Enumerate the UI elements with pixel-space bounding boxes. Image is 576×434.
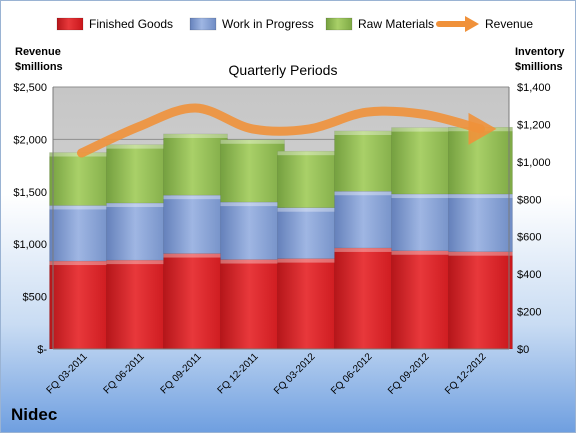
bar-segment [163, 253, 228, 350]
bar-segment [277, 207, 342, 259]
right-tick-label: $0 [517, 344, 529, 356]
bar-segment [277, 258, 342, 350]
legend-label: Raw Materials [358, 17, 434, 31]
bar-segment-highlight [277, 258, 342, 263]
bar-segment-highlight [163, 253, 228, 258]
legend-swatch [325, 17, 353, 31]
bar-segment-highlight [220, 139, 285, 144]
bar-segment-highlight [391, 194, 456, 199]
bar-segment-highlight [163, 133, 228, 138]
bar-segment [391, 193, 456, 251]
right-tick-label: $800 [517, 194, 541, 206]
left-tick-label: $1,500 [13, 187, 47, 199]
bar-segment [334, 247, 399, 350]
bar-segment [334, 130, 399, 192]
right-tick-label: $1,400 [517, 82, 551, 94]
bar-segment-highlight [448, 194, 513, 199]
bar-segment-highlight [49, 205, 114, 210]
bar-segment [334, 190, 399, 249]
x-tick-label: FQ 06-2011 [102, 351, 147, 396]
x-tick-label: FQ 03-2011 [45, 351, 90, 396]
bar-segment [220, 259, 285, 350]
bar-segment-highlight [163, 195, 228, 200]
right-tick-label: $600 [517, 232, 541, 244]
right-tick-label: $1,200 [517, 119, 551, 131]
bar-segment [106, 144, 171, 204]
revenue-line-arrowhead [468, 112, 497, 145]
legend-swatch-revenue-arrow [465, 16, 479, 32]
x-tick-label: FQ 06-2012 [329, 351, 375, 397]
right-tick-label: $400 [517, 269, 541, 281]
x-tick-label: FQ 12-2011 [216, 351, 261, 396]
company-name: Nidec [11, 405, 58, 424]
bar-segment-highlight [334, 191, 399, 196]
bar-segment [49, 205, 114, 262]
revenue-line [77, 103, 485, 158]
bar-segment-highlight [49, 261, 114, 266]
bar-segment [391, 127, 456, 195]
bar-segment-highlight [220, 259, 285, 264]
left-axis-title-line2: $millions [15, 61, 63, 73]
bar-segment [163, 133, 228, 196]
bar-segment-highlight [391, 250, 456, 255]
left-tick-label: $- [37, 344, 47, 356]
bar-segment-highlight [106, 260, 171, 265]
bar-segment-highlight [277, 207, 342, 212]
left-tick-label: $2,500 [13, 82, 47, 94]
x-tick-label: FQ 03-2012 [272, 351, 318, 397]
legend-swatch [189, 17, 217, 31]
bar-segment-highlight [106, 203, 171, 208]
bar-segment [106, 202, 171, 261]
bar-segment [448, 126, 513, 195]
right-tick-label: $1,000 [517, 157, 551, 169]
bar-segment-highlight [334, 130, 399, 135]
right-axis-title-line1: Inventory [515, 46, 565, 58]
legend-label: Finished Goods [89, 17, 173, 31]
left-tick-label: $2,000 [13, 134, 47, 146]
bar-segment-highlight [448, 251, 513, 256]
legend-label: Work in Progress [222, 17, 314, 31]
bar-segment-highlight [277, 151, 342, 156]
x-tick-label: FQ 09-2012 [386, 351, 432, 397]
bar-segment-highlight [334, 247, 399, 252]
bar-segment [448, 251, 513, 350]
legend-swatch [56, 17, 84, 31]
left-axis-title-line1: Revenue [15, 46, 61, 58]
legend-label: Revenue [485, 17, 533, 31]
bar-segment [448, 193, 513, 252]
bar-segment [163, 194, 228, 254]
bar-segment-highlight [391, 127, 456, 132]
bar-segment [277, 150, 342, 208]
left-tick-label: $500 [23, 292, 47, 304]
right-tick-label: $200 [517, 307, 541, 319]
chart-title: Quarterly Periods [229, 62, 338, 78]
bar-segment [391, 250, 456, 350]
x-tick-label: FQ 09-2011 [159, 351, 204, 396]
right-axis-title-line2: $millions [515, 61, 563, 73]
x-tick-label: FQ 12-2012 [443, 351, 489, 397]
left-tick-label: $1,000 [13, 239, 47, 251]
bar-segment [49, 152, 114, 206]
bar-segment-highlight [106, 144, 171, 149]
bar-segment-highlight [220, 202, 285, 207]
bar-segment [106, 259, 171, 350]
bar-segment [49, 260, 114, 350]
bar-segment [220, 139, 285, 203]
bar-segment [220, 201, 285, 260]
